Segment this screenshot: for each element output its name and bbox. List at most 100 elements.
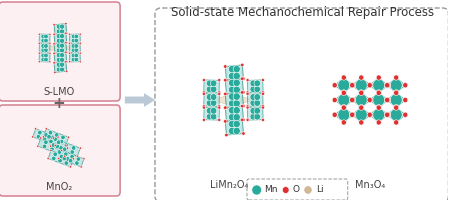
Circle shape — [60, 29, 64, 34]
Circle shape — [241, 77, 244, 80]
Circle shape — [262, 91, 264, 94]
Text: S-LMO: S-LMO — [44, 87, 75, 97]
Circle shape — [341, 75, 346, 80]
Circle shape — [403, 97, 408, 103]
Circle shape — [53, 52, 55, 55]
Polygon shape — [387, 107, 405, 122]
Circle shape — [74, 34, 79, 39]
Circle shape — [57, 157, 60, 160]
Circle shape — [376, 90, 382, 96]
Circle shape — [376, 75, 382, 80]
Text: Solid-state Mechanochemical Repair Process: Solid-state Mechanochemical Repair Proce… — [171, 6, 434, 19]
Circle shape — [54, 144, 56, 146]
Circle shape — [60, 53, 64, 58]
Circle shape — [38, 42, 40, 44]
Circle shape — [69, 43, 71, 45]
Circle shape — [74, 44, 79, 48]
Circle shape — [50, 135, 55, 140]
Circle shape — [69, 33, 71, 35]
Polygon shape — [387, 78, 405, 93]
Circle shape — [56, 38, 61, 43]
Circle shape — [394, 104, 399, 110]
Circle shape — [250, 100, 257, 106]
Circle shape — [350, 97, 356, 103]
Circle shape — [350, 112, 355, 117]
Circle shape — [350, 83, 356, 88]
Circle shape — [71, 44, 76, 48]
Circle shape — [38, 33, 40, 35]
Circle shape — [69, 166, 72, 168]
Polygon shape — [69, 44, 81, 52]
Circle shape — [56, 140, 61, 145]
Circle shape — [53, 152, 57, 157]
Polygon shape — [204, 94, 219, 106]
Circle shape — [60, 57, 64, 62]
Circle shape — [57, 150, 62, 154]
Circle shape — [44, 44, 48, 48]
Text: LiMn₂O₄: LiMn₂O₄ — [210, 180, 249, 190]
Circle shape — [359, 104, 364, 110]
Circle shape — [202, 79, 206, 82]
Circle shape — [72, 158, 75, 160]
Circle shape — [225, 92, 228, 96]
Circle shape — [70, 154, 74, 159]
Circle shape — [224, 92, 227, 96]
Circle shape — [228, 65, 236, 73]
Circle shape — [53, 43, 55, 45]
Circle shape — [233, 100, 240, 107]
Circle shape — [233, 65, 240, 73]
Circle shape — [250, 86, 257, 93]
Polygon shape — [54, 24, 67, 34]
Circle shape — [69, 42, 71, 44]
Circle shape — [56, 67, 61, 72]
Polygon shape — [247, 94, 263, 106]
Circle shape — [64, 143, 69, 147]
Circle shape — [41, 53, 45, 58]
Circle shape — [246, 91, 249, 94]
Circle shape — [350, 97, 355, 103]
Circle shape — [390, 79, 402, 91]
Circle shape — [359, 75, 364, 80]
Text: O: O — [293, 186, 300, 194]
Circle shape — [65, 144, 67, 146]
Circle shape — [403, 83, 408, 88]
Circle shape — [71, 57, 76, 62]
Circle shape — [250, 107, 257, 114]
Circle shape — [42, 144, 47, 149]
Circle shape — [44, 34, 48, 39]
Circle shape — [71, 34, 76, 39]
Circle shape — [45, 128, 47, 130]
Circle shape — [210, 107, 217, 114]
Circle shape — [210, 100, 217, 106]
Polygon shape — [352, 107, 370, 122]
Circle shape — [390, 109, 402, 121]
Circle shape — [359, 120, 364, 125]
Circle shape — [79, 61, 81, 63]
Circle shape — [250, 113, 257, 120]
Polygon shape — [335, 107, 353, 122]
Polygon shape — [239, 96, 255, 104]
Circle shape — [394, 75, 399, 80]
Circle shape — [206, 107, 213, 114]
Circle shape — [228, 79, 236, 87]
Circle shape — [246, 106, 249, 109]
Circle shape — [202, 105, 206, 108]
Circle shape — [42, 136, 44, 138]
Circle shape — [41, 38, 45, 43]
Circle shape — [394, 105, 399, 110]
Circle shape — [53, 33, 55, 35]
Circle shape — [376, 105, 382, 110]
Circle shape — [242, 91, 245, 94]
Circle shape — [254, 113, 261, 120]
Circle shape — [210, 113, 217, 120]
Circle shape — [254, 94, 261, 100]
FancyBboxPatch shape — [0, 2, 120, 101]
Polygon shape — [352, 78, 370, 93]
Circle shape — [233, 72, 240, 80]
Circle shape — [338, 79, 350, 91]
Polygon shape — [33, 129, 58, 145]
Circle shape — [60, 48, 64, 53]
FancyBboxPatch shape — [155, 8, 449, 200]
Circle shape — [262, 79, 264, 82]
Polygon shape — [59, 150, 84, 167]
